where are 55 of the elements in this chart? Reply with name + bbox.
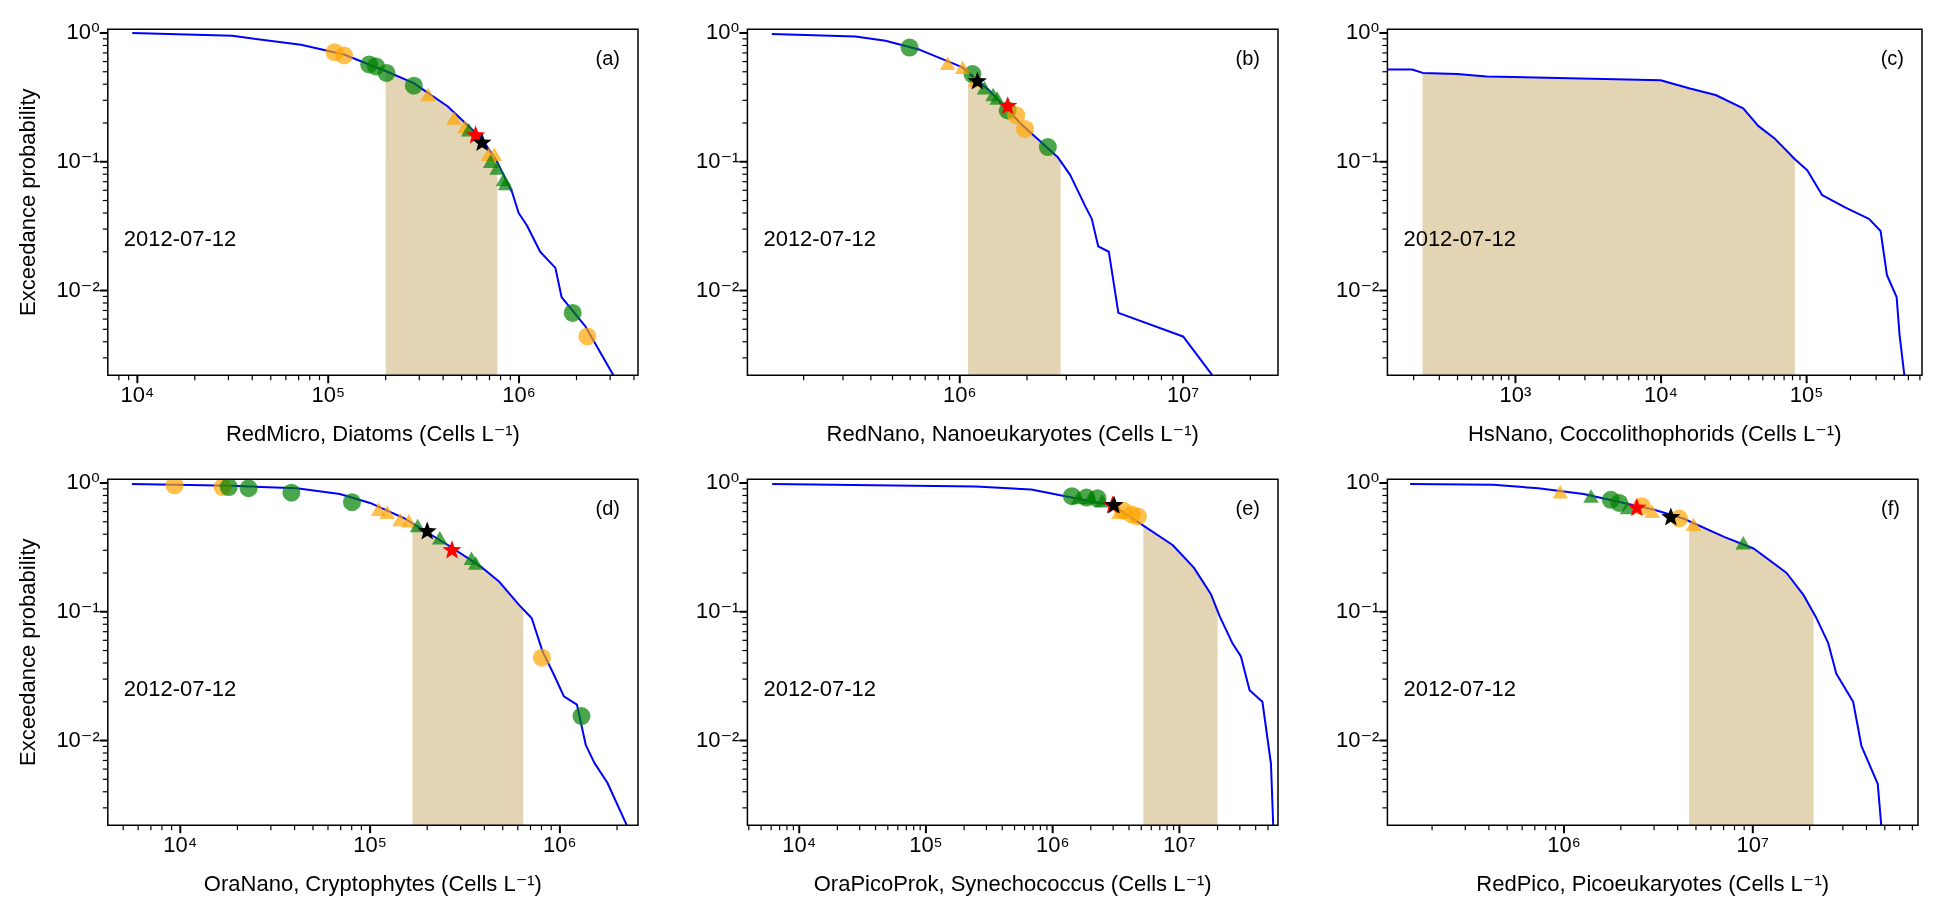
- y-tick-label: 10⁻¹: [1335, 597, 1380, 623]
- y-tick-label: 10⁻¹: [56, 147, 100, 173]
- x-tick-label: 10⁵: [353, 832, 387, 858]
- x-tick-label: 10⁶: [1547, 832, 1581, 858]
- y-tick-label: 10⁻²: [1335, 726, 1380, 752]
- annotation: 2012-07-12: [1403, 676, 1516, 702]
- y-tick-label: 10⁻²: [695, 726, 740, 752]
- x-axis-title: OraPicoProk, Synechococcus (Cells L⁻¹): [813, 870, 1212, 896]
- x-tick-label: 10⁷: [1166, 382, 1200, 408]
- y-tick-label: 10⁻¹: [695, 147, 740, 173]
- y-tick-label: 10⁻²: [1335, 276, 1380, 302]
- annotation: (a): [595, 46, 620, 69]
- x-tick-label: 10⁵: [311, 382, 346, 408]
- x-tick-label: 10⁵: [1789, 382, 1824, 408]
- annotation: 2012-07-12: [123, 676, 237, 702]
- x-tick-label: 10⁶: [502, 382, 536, 408]
- y-tick-label: 10⁻²: [695, 276, 740, 302]
- x-tick-label: 10⁷: [1736, 832, 1770, 858]
- annotation: (f): [1881, 496, 1900, 519]
- x-tick-label: 10⁴: [1644, 382, 1679, 408]
- annotation: 2012-07-12: [1403, 226, 1516, 252]
- annotation: (b): [1235, 46, 1260, 69]
- x-tick-label: 10³: [1499, 382, 1532, 408]
- annotation: 2012-07-12: [763, 676, 876, 702]
- y-tick-label: 10⁰: [706, 469, 740, 495]
- y-axis-title: Exceedance probability: [15, 538, 41, 766]
- annotation: (d): [595, 496, 620, 519]
- x-axis-title: RedMicro, Diatoms (Cells L⁻¹): [225, 420, 520, 446]
- y-tick-label: 10⁰: [66, 469, 100, 495]
- y-tick-label: 10⁻¹: [1335, 147, 1380, 173]
- x-axis-title: OraNano, Cryptophytes (Cells L⁻¹): [203, 870, 542, 896]
- annotation: (e): [1235, 496, 1260, 519]
- y-tick-label: 10⁻²: [56, 276, 100, 302]
- annotation: 2012-07-12: [763, 226, 876, 252]
- x-tick-label: 10⁷: [1163, 832, 1196, 858]
- y-tick-label: 10⁰: [66, 19, 100, 45]
- x-tick-label: 10⁴: [782, 832, 817, 858]
- x-tick-label: 10⁶: [943, 382, 977, 408]
- x-axis-title: RedPico, Picoeukaryotes (Cells L⁻¹): [1476, 870, 1830, 896]
- x-tick-label: 10⁴: [120, 382, 155, 408]
- y-tick-label: 10⁰: [1346, 469, 1380, 495]
- y-axis-title: Exceedance probability: [15, 88, 41, 316]
- x-axis-title: HsNano, Coccolithophorids (Cells L⁻¹): [1467, 420, 1842, 446]
- x-tick-label: 10⁶: [1035, 832, 1070, 858]
- x-axis-title: RedNano, Nanoeukaryotes (Cells L⁻¹): [826, 420, 1199, 446]
- y-tick-label: 10⁻¹: [695, 597, 740, 623]
- annotation: 2012-07-12: [123, 226, 237, 252]
- y-tick-label: 10⁻²: [56, 726, 100, 752]
- x-tick-label: 10⁶: [543, 832, 577, 858]
- annotation: (c): [1880, 46, 1904, 69]
- y-tick-label: 10⁻¹: [56, 597, 100, 623]
- y-tick-label: 10⁰: [706, 19, 740, 45]
- x-tick-label: 10⁵: [909, 832, 943, 858]
- x-tick-label: 10⁴: [163, 832, 198, 858]
- y-tick-label: 10⁰: [1346, 19, 1380, 45]
